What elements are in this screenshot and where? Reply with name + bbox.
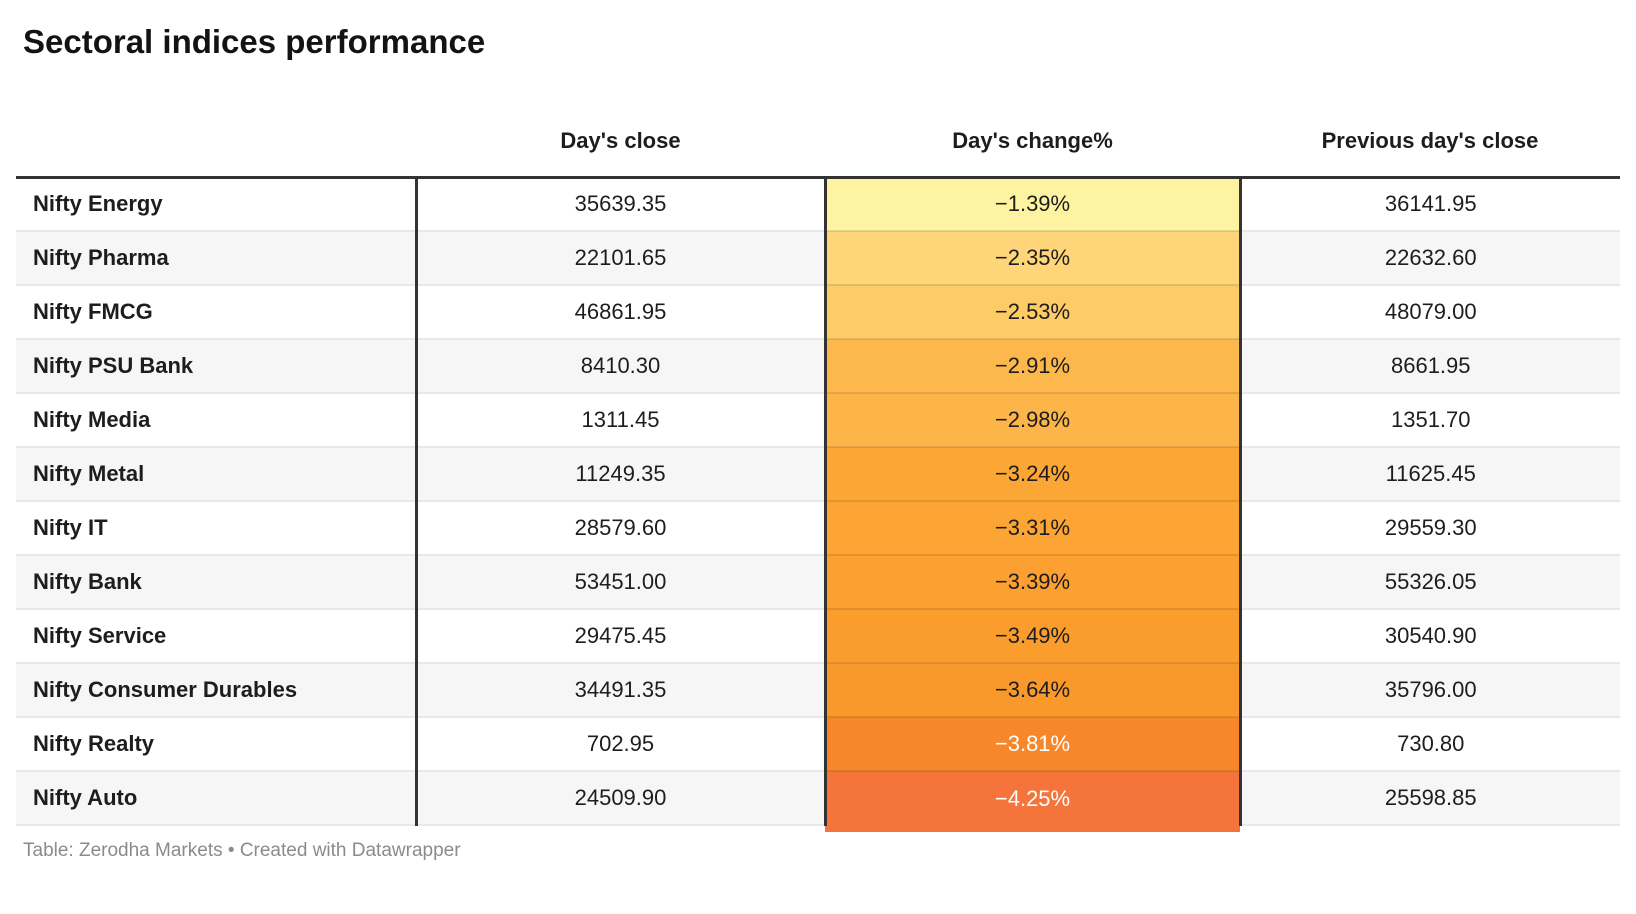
days-close-value: 1311.45 xyxy=(416,393,825,448)
days-close-value: 46861.95 xyxy=(416,285,825,340)
days-close-value: 24509.90 xyxy=(416,771,825,826)
row-label: Nifty Bank xyxy=(16,555,418,610)
days-close-value: 28579.60 xyxy=(416,501,825,556)
table-header-row: Day's close Day's change% Previous day's… xyxy=(16,63,1620,179)
days-change-cell: −3.64% xyxy=(823,663,1242,718)
header-previous-days-close: Previous day's close xyxy=(1240,63,1620,179)
days-close-value: 22101.65 xyxy=(416,231,825,286)
days-change-cell: −3.49% xyxy=(823,609,1242,664)
row-label: Nifty Pharma xyxy=(16,231,418,286)
days-change-cell: −2.35% xyxy=(823,231,1242,286)
previous-close-value: 22632.60 xyxy=(1240,231,1620,286)
days-change-cell: −4.25% xyxy=(823,771,1242,825)
table-footer: Table: Zerodha Markets • Created with Da… xyxy=(23,840,1620,862)
row-label: Nifty FMCG xyxy=(16,285,418,340)
days-close-value: 53451.00 xyxy=(416,555,825,610)
previous-close-value: 36141.95 xyxy=(1240,177,1620,232)
footer-brand-link[interactable]: Datawrapper xyxy=(351,840,461,861)
previous-close-value: 30540.90 xyxy=(1240,609,1620,664)
sectoral-indices-table: Day's close Day's change% Previous day's… xyxy=(16,63,1620,826)
days-change-cell: −2.91% xyxy=(823,339,1242,394)
table-row: Nifty Bank 53451.00 −3.39% 55326.05 xyxy=(16,555,1620,610)
days-change-cell: −1.39% xyxy=(823,177,1242,232)
days-change-cell: −3.81% xyxy=(823,717,1242,772)
table-row: Nifty IT 28579.60 −3.31% 29559.30 xyxy=(16,501,1620,556)
days-close-value: 11249.35 xyxy=(416,447,825,502)
row-label: Nifty Energy xyxy=(16,177,418,232)
previous-close-value: 25598.85 xyxy=(1240,771,1620,826)
days-change-cell: −3.39% xyxy=(823,555,1242,610)
table-body: Nifty Energy 35639.35 −1.39% 36141.95 Nifty … xyxy=(16,177,1620,826)
days-change-cell: −3.24% xyxy=(823,447,1242,502)
row-label: Nifty PSU Bank xyxy=(16,339,418,394)
previous-close-value: 730.80 xyxy=(1240,717,1620,772)
datawrapper-table-page: Sectoral indices performance Day's close… xyxy=(16,23,1620,862)
days-change-cell: −2.98% xyxy=(823,393,1242,448)
row-label: Nifty Auto xyxy=(16,771,418,826)
row-label: Nifty IT xyxy=(16,501,418,556)
table-row: Nifty Energy 35639.35 −1.39% 36141.95 xyxy=(16,177,1620,232)
header-days-change-percent: Day's change% xyxy=(825,63,1240,179)
days-change-cell: −2.53% xyxy=(823,285,1242,340)
table-row: Nifty Consumer Durables 34491.35 −3.64% 357… xyxy=(16,663,1620,718)
table-row: Nifty Metal 11249.35 −3.24% 11625.45 xyxy=(16,447,1620,502)
header-days-close: Day's close xyxy=(416,63,825,179)
previous-close-value: 55326.05 xyxy=(1240,555,1620,610)
row-label: Nifty Service xyxy=(16,609,418,664)
header-index-name xyxy=(16,63,416,179)
days-close-value: 29475.45 xyxy=(416,609,825,664)
footer-source-link[interactable]: Zerodha Markets xyxy=(78,840,223,861)
previous-close-value: 35796.00 xyxy=(1240,663,1620,718)
row-label: Nifty Metal xyxy=(16,447,418,502)
table-row: Nifty Service 29475.45 −3.49% 30540.90 xyxy=(16,609,1620,664)
row-label: Nifty Media xyxy=(16,393,418,448)
footer-prefix: Table: xyxy=(23,840,79,861)
row-label: Nifty Realty xyxy=(16,717,418,772)
table-row: Nifty Media 1311.45 −2.98% 1351.70 xyxy=(16,393,1620,448)
previous-close-value: 8661.95 xyxy=(1240,339,1620,394)
days-close-value: 702.95 xyxy=(416,717,825,772)
days-change-cell: −3.31% xyxy=(823,501,1242,556)
days-close-value: 35639.35 xyxy=(416,177,825,232)
table-row: Nifty Realty 702.95 −3.81% 730.80 xyxy=(16,717,1620,772)
days-close-value: 8410.30 xyxy=(416,339,825,394)
days-close-value: 34491.35 xyxy=(416,663,825,718)
table-row: Nifty PSU Bank 8410.30 −2.91% 8661.95 xyxy=(16,339,1620,394)
table-row: Nifty FMCG 46861.95 −2.53% 48079.00 xyxy=(16,285,1620,340)
page-title: Sectoral indices performance xyxy=(23,23,486,60)
table-row: Nifty Pharma 22101.65 −2.35% 22632.60 xyxy=(16,231,1620,286)
row-label: Nifty Consumer Durables xyxy=(16,663,418,718)
previous-close-value: 48079.00 xyxy=(1240,285,1620,340)
table-row: Nifty Auto 24509.90 −4.25% 25598.85 xyxy=(16,771,1620,826)
previous-close-value: 29559.30 xyxy=(1240,501,1620,556)
previous-close-value: 11625.45 xyxy=(1240,447,1620,502)
footer-separator: • Created with xyxy=(222,840,352,861)
previous-close-value: 1351.70 xyxy=(1240,393,1620,448)
